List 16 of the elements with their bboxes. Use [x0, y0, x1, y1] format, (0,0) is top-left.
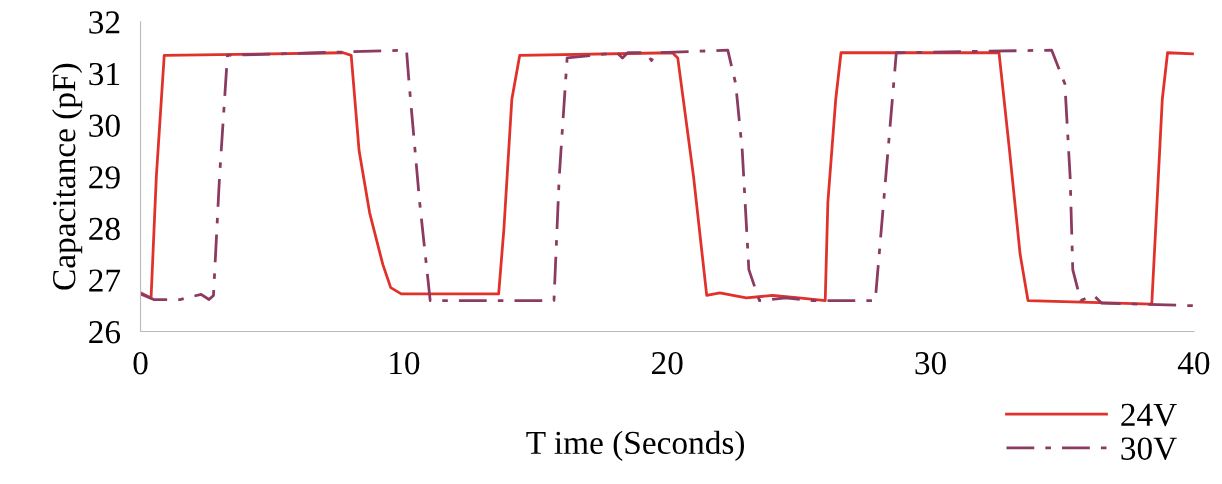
y-axis-title: Capacitance (pF)	[51, 63, 83, 290]
x-tick-label: 10	[390, 351, 420, 375]
y-tick-label: 31	[89, 62, 120, 86]
y-tick-label: 28	[89, 217, 120, 241]
x-tick-label: 0	[133, 351, 148, 375]
x-tick-label: 30	[915, 351, 946, 375]
y-tick-label: 32	[89, 11, 120, 34]
y-tick-label: 29	[89, 166, 120, 189]
x-axis-title: T ime (Seconds)	[526, 430, 745, 461]
legend-label: 30V	[1121, 437, 1177, 461]
y-tick-label: 26	[89, 321, 121, 344]
y-tick-label: 27	[89, 269, 121, 292]
legend-label: 24V	[1121, 403, 1177, 427]
x-tick-label: 40	[1177, 351, 1210, 375]
x-tick-label: 20	[652, 351, 683, 375]
y-tick-label: 30	[89, 114, 120, 137]
